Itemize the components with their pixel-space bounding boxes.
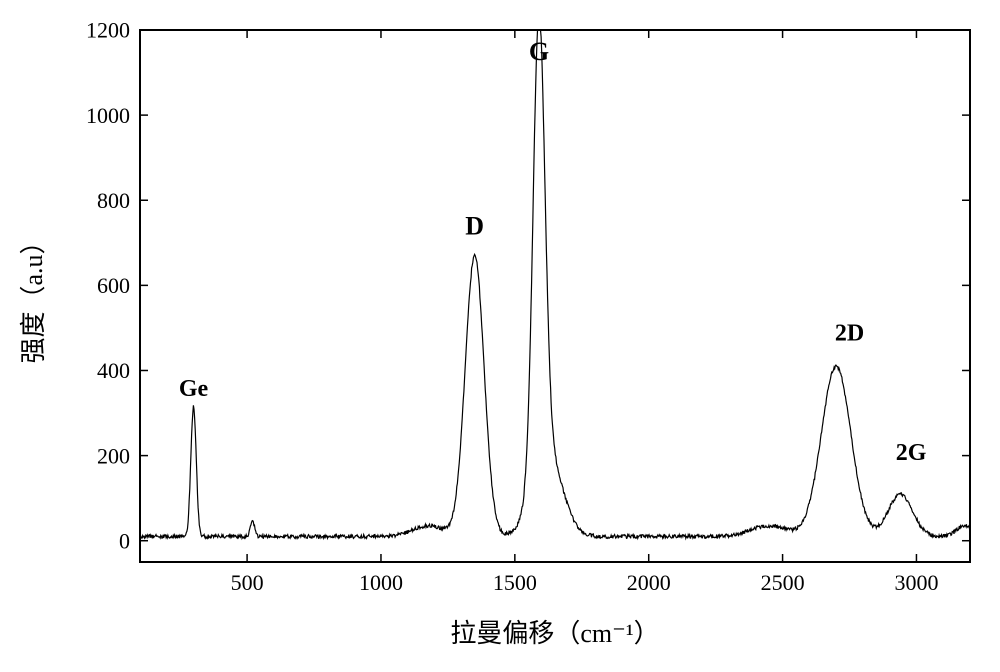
y-tick-label: 600 [97, 273, 130, 298]
peak-label: 2G [896, 440, 927, 466]
x-axis-label: 拉曼偏移（cm⁻¹） [450, 619, 659, 648]
x-tick-label: 3000 [894, 570, 938, 595]
raman-spectrum-chart: 500 1000 1500 2000 2500 3000 0 200 400 600 800 1000… [0, 0, 1000, 672]
peak-label: G [529, 37, 549, 66]
y-tick-label: 800 [97, 188, 130, 213]
peak-label: Ge [179, 376, 209, 402]
x-tick-label: 1000 [359, 570, 403, 595]
x-tick-label: 2500 [761, 570, 805, 595]
chart-svg: 500 1000 1500 2000 2500 3000 0 200 400 600 800 1000… [0, 0, 1000, 672]
x-tick-label: 500 [231, 570, 264, 595]
peak-label: D [465, 211, 484, 240]
x-tick-label: 1500 [493, 570, 537, 595]
peak-label: 2D [835, 321, 864, 347]
y-tick-label: 1200 [86, 18, 130, 43]
y-tick-label: 0 [119, 528, 130, 553]
y-tick-label: 1000 [86, 103, 130, 128]
y-tick-label: 400 [97, 358, 130, 383]
x-tick-label: 2000 [627, 570, 671, 595]
y-tick-label: 200 [97, 443, 130, 468]
y-axis-label: 强度（a.u） [19, 228, 48, 363]
